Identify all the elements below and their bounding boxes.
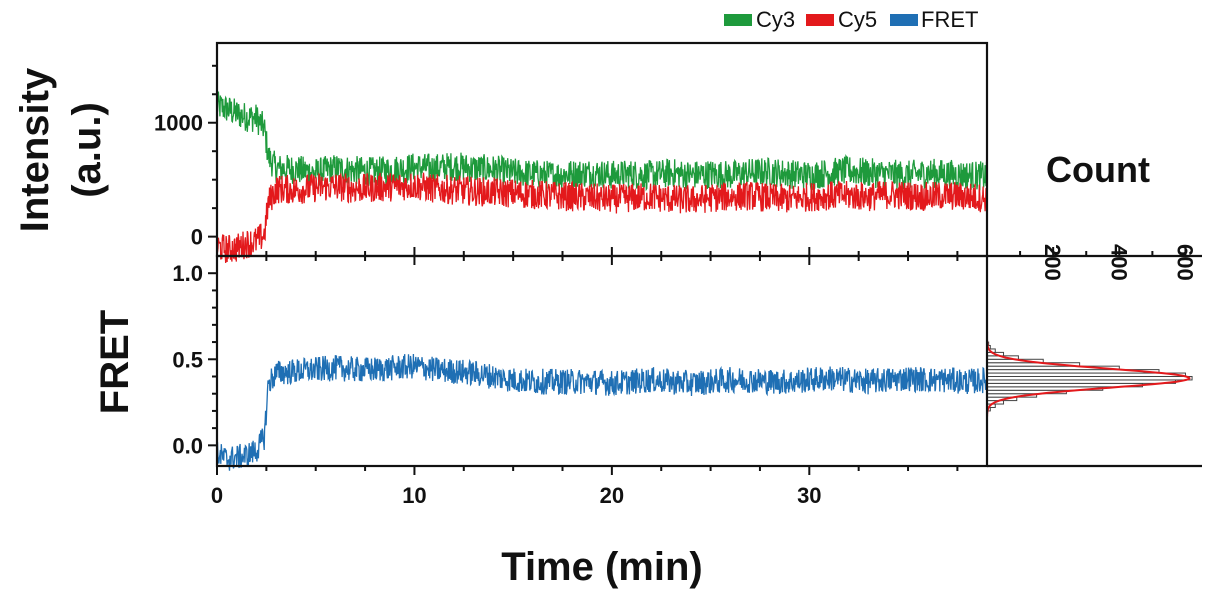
histogram-bar [986,379,1177,384]
y-tick-label-top: 1000 [154,111,203,136]
legend-label-fret: FRET [921,7,978,32]
series-line-cy3 [216,91,988,192]
histogram-tick-label: 600 [1172,244,1197,281]
x-tick-label: 10 [402,483,426,508]
series-line-cy5 [216,172,988,264]
y-axis-label-intensity: Intensity [13,67,57,232]
y-tick-label-top: 0 [191,225,203,250]
histogram-panel: 200 400 600 [986,244,1197,429]
legend-swatch-fret [890,14,918,26]
y-axis-label-fret: FRET [93,310,137,414]
intensity-panel: 0 1000 [154,64,988,264]
histogram-title-count: Count [1046,149,1150,190]
histogram-bar [986,375,1193,381]
intensity-panel-frame [215,41,989,258]
histogram-tick-label: 200 [1040,244,1065,281]
fret-panel: 0.0 0.5 1.0 0 10 20 30 [172,256,988,508]
x-tick-label: 0 [211,483,223,508]
y-axis-label-au: (a.u.) [65,102,109,198]
x-tick-label: 20 [600,483,624,508]
x-axis-label-time: Time (min) [501,545,703,589]
y-tick-label-bottom: 0.5 [172,347,203,372]
histogram-tick-label: 400 [1106,244,1131,281]
histogram-bar [986,372,1186,377]
legend-label-cy3: Cy3 [756,7,795,32]
x-tick-label: 30 [797,483,821,508]
fret-panel-frame [215,254,989,468]
legend-swatch-cy5 [806,14,834,26]
y-tick-label-bottom: 0.0 [172,433,203,458]
legend-swatch-cy3 [724,14,752,26]
legend-label-cy5: Cy5 [838,7,877,32]
y-tick-label-bottom: 1.0 [172,261,203,286]
legend: Cy3 Cy5 FRET [724,7,978,32]
series-line-fret [216,353,988,471]
